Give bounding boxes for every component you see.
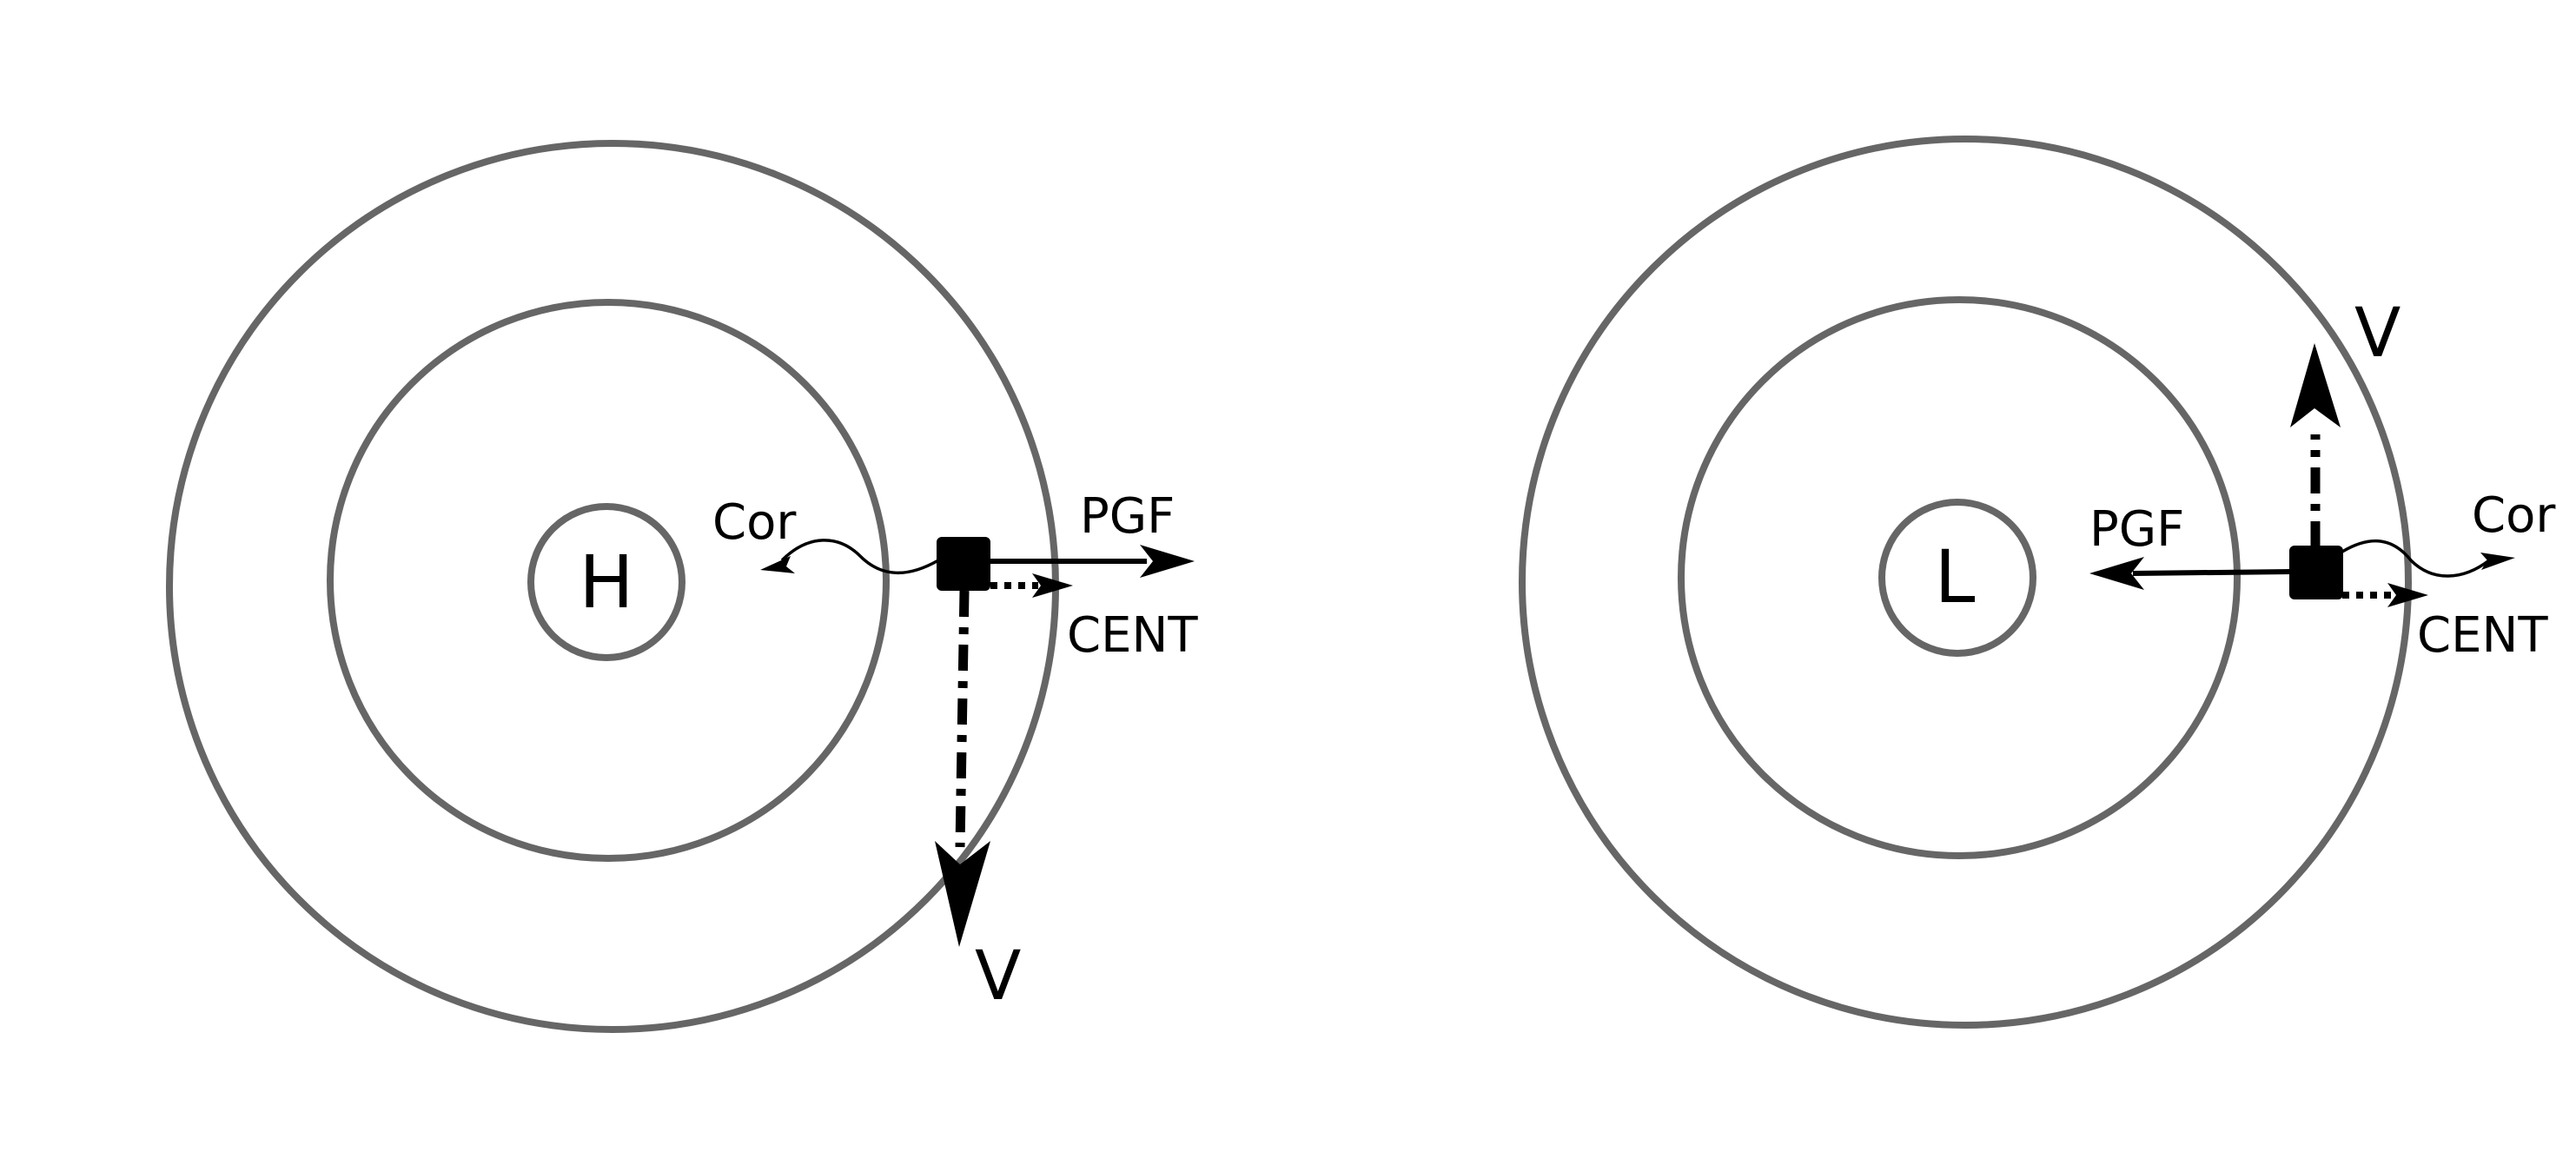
cent-arrow [990, 573, 1073, 598]
pgf-label: PGF [2089, 501, 2184, 558]
high-pressure-panel: H Cor PGF CENT V [166, 140, 1198, 1033]
middle-isobar [327, 299, 890, 862]
center-label: L [1935, 534, 1976, 619]
cor-label: Cor [2472, 487, 2556, 544]
cor-arrow [2341, 539, 2515, 578]
pgf-label: PGF [1080, 488, 1175, 545]
cent-arrow [2342, 583, 2428, 607]
inner-isobar [1878, 499, 2036, 657]
center-label: H [579, 540, 633, 625]
pgf-arrow [990, 545, 1195, 578]
pgf-arrow [2089, 557, 2293, 590]
v-arrow [935, 590, 990, 947]
v-arrow [2290, 343, 2341, 547]
low-pressure-panel: L PGF Cor CENT V [1519, 136, 2556, 1029]
cent-label: CENT [2417, 607, 2548, 664]
air-parcel [2289, 546, 2343, 599]
inner-isobar [527, 503, 685, 661]
cent-label: CENT [1067, 607, 1198, 664]
outer-isobar [1519, 136, 2412, 1029]
middle-isobar [1678, 296, 2241, 859]
cor-arrow [760, 539, 939, 575]
air-parcel [937, 537, 990, 591]
v-label: V [2354, 295, 2401, 373]
v-label: V [975, 937, 1021, 1016]
cor-label: Cor [712, 494, 797, 551]
